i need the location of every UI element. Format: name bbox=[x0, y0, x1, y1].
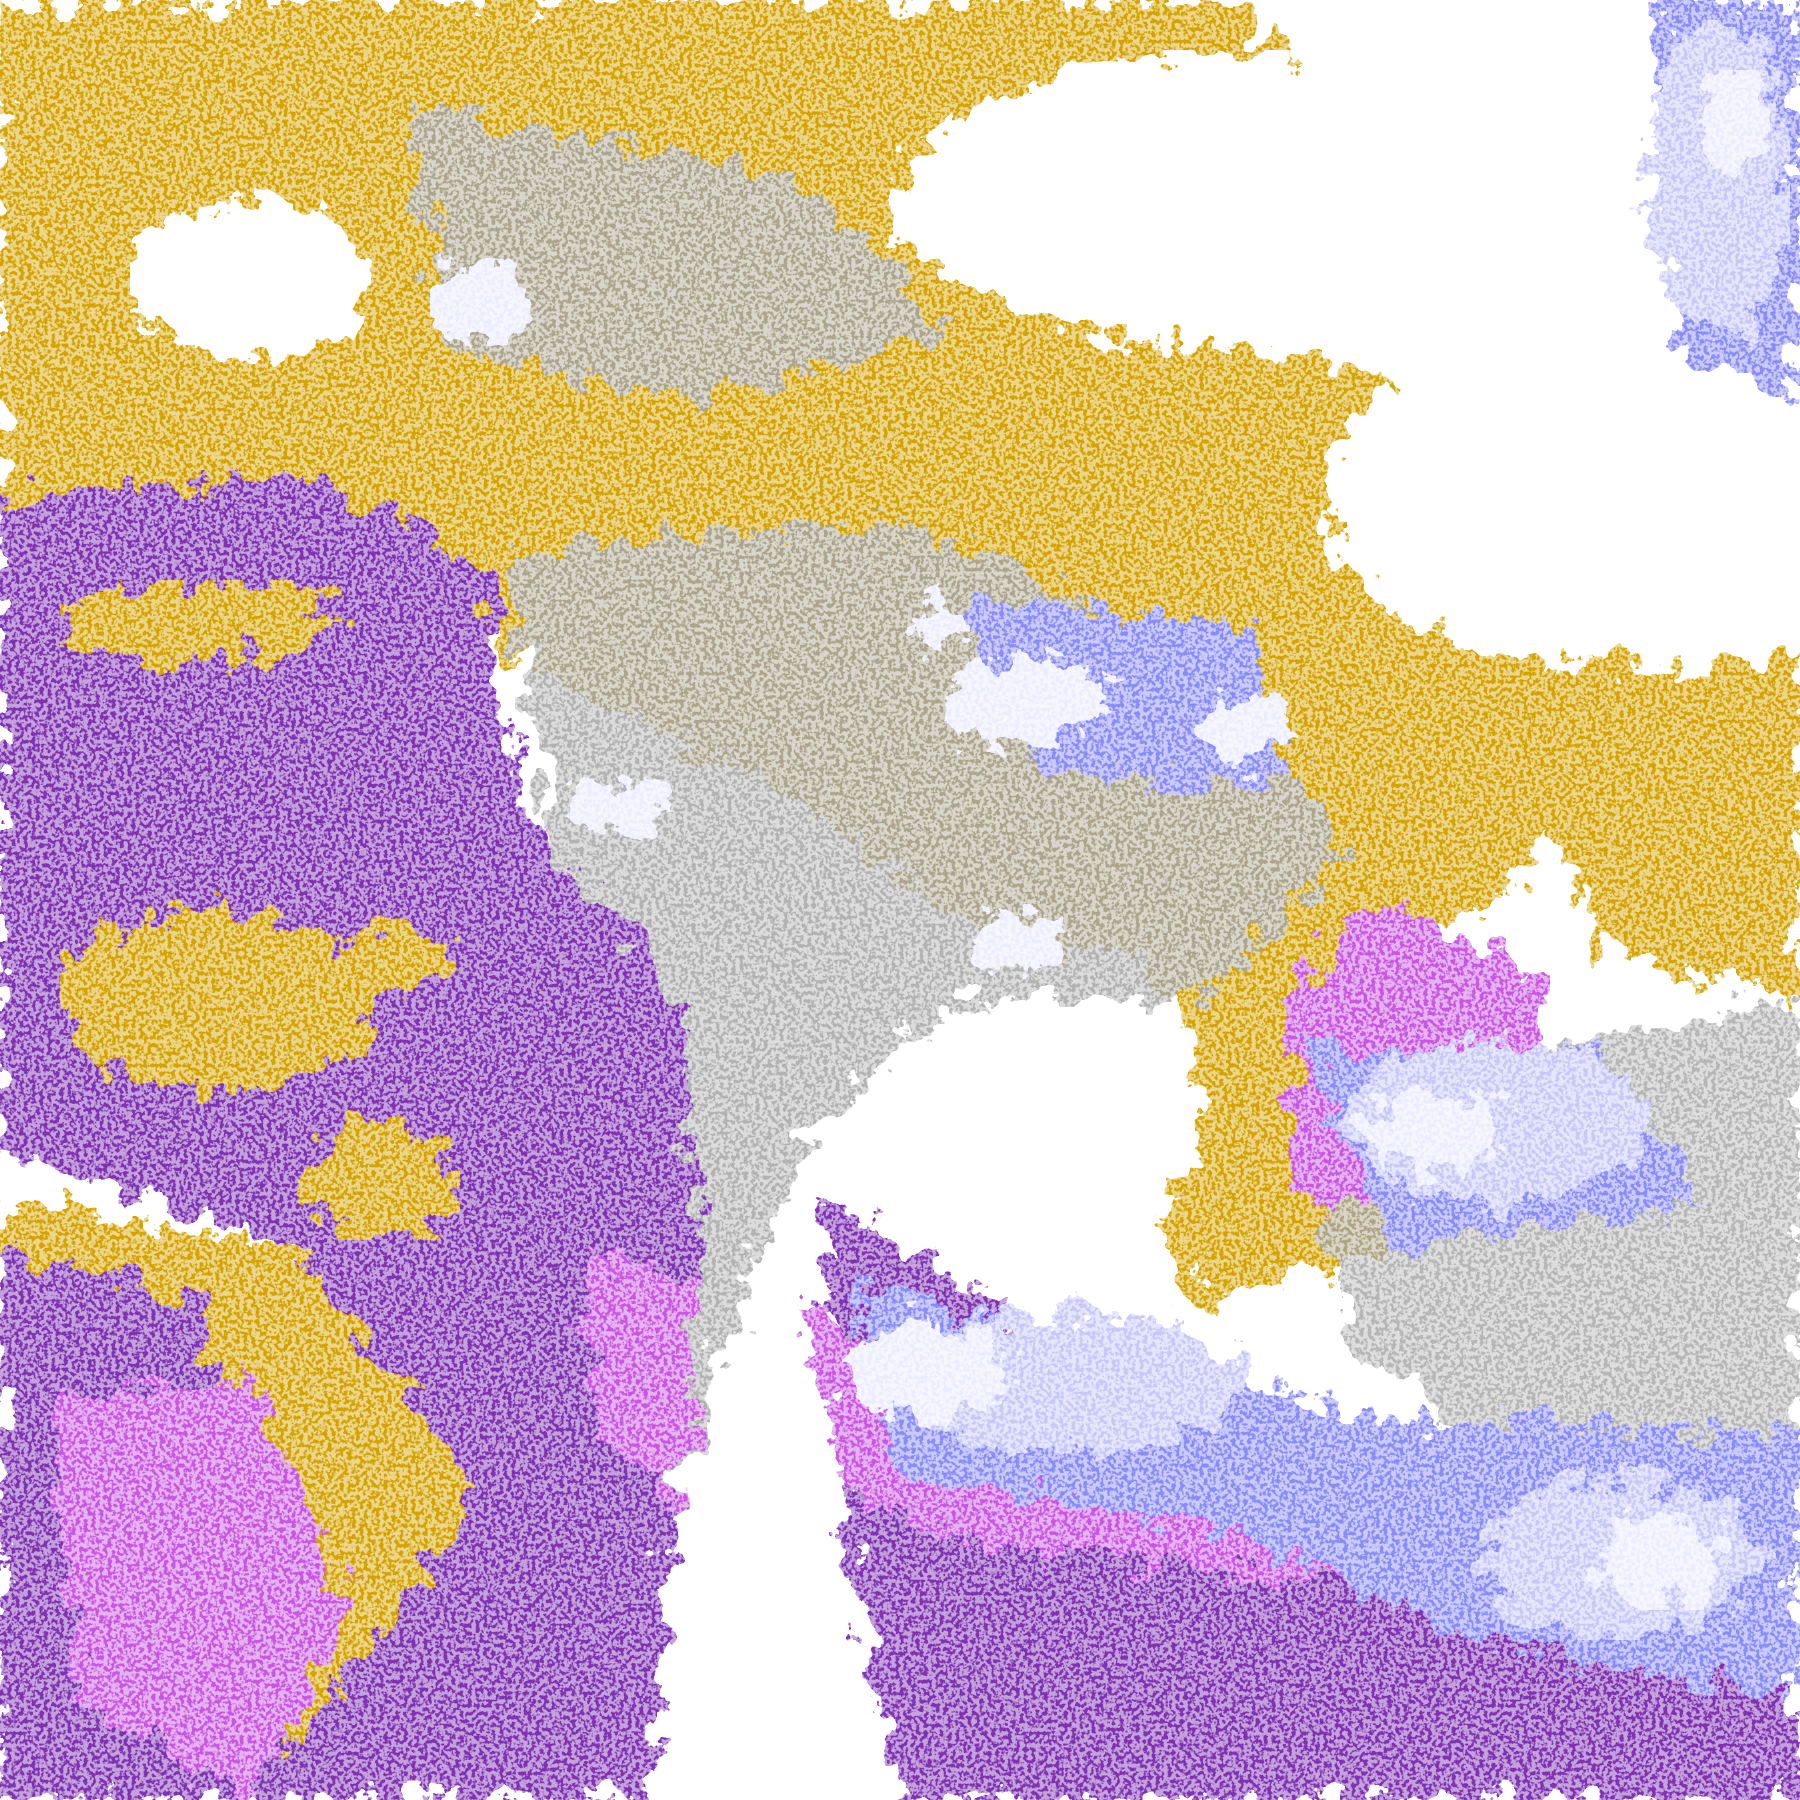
satellite-classification-map bbox=[0, 0, 1800, 1800]
speckle-texture bbox=[0, 0, 1800, 1800]
